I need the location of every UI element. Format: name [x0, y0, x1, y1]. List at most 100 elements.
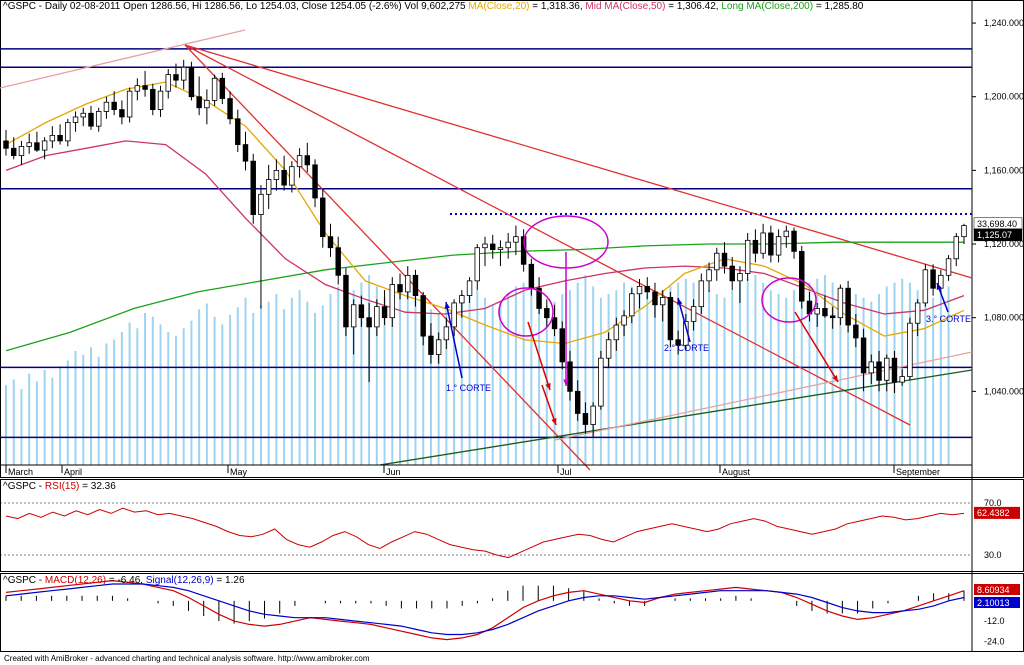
candle-body	[235, 118, 241, 145]
candle-body	[65, 122, 71, 142]
candle-body	[845, 287, 851, 326]
candle-body	[265, 179, 272, 195]
candle-body	[644, 285, 650, 293]
month-label: September	[896, 467, 940, 477]
candle-body	[327, 236, 334, 249]
macd-value: = -6.46,	[106, 575, 146, 586]
candle-body	[582, 413, 589, 425]
annotation-label: 2.° CORTE	[664, 343, 709, 353]
candle-body	[80, 112, 86, 118]
candle-body	[296, 155, 303, 168]
candle-body	[891, 357, 898, 383]
candle-body	[544, 308, 550, 319]
candle-body	[443, 326, 450, 341]
candle-body	[18, 146, 25, 157]
month-label: Jun	[386, 467, 401, 477]
candle-body	[304, 155, 311, 166]
month-label: August	[722, 467, 751, 477]
annotation-label: 1.° CORTE	[446, 383, 491, 393]
trend-line	[184, 44, 973, 279]
candle-body	[760, 232, 766, 254]
candle-body	[343, 274, 349, 328]
trend-line	[554, 351, 973, 441]
arrow-head	[832, 375, 838, 382]
ma200-label: Long MA(Close,200)	[721, 1, 814, 12]
ma20-value: = 1,318.36,	[529, 1, 583, 12]
candles	[3, 59, 967, 438]
candle-body	[258, 193, 264, 215]
candle-body	[111, 101, 117, 110]
candle-body	[675, 339, 681, 346]
candle-body	[142, 85, 148, 90]
candle-body	[752, 239, 759, 254]
candle-body	[814, 308, 820, 315]
price-tick-label: 1,200.000	[984, 92, 1024, 102]
candle-body	[41, 140, 48, 151]
candle-body	[389, 284, 396, 319]
month-label: April	[64, 467, 82, 477]
annotation-arrow	[541, 384, 557, 426]
macd-prefix: ^GSPC -	[3, 575, 45, 586]
candle-body	[945, 258, 952, 276]
signal-value-tag	[974, 597, 1020, 608]
candle-body	[737, 273, 743, 282]
candle-body	[659, 297, 666, 306]
candle-body	[119, 109, 125, 118]
candle-body	[598, 357, 604, 407]
candle-body	[775, 236, 782, 256]
candle-body	[783, 230, 790, 238]
candle-body	[482, 243, 488, 249]
candle-body	[211, 77, 218, 101]
candle-body	[930, 269, 936, 289]
rsi-panel: 30.0 70.062.4382	[0, 498, 1020, 560]
trend-line	[184, 44, 591, 471]
candle-body	[497, 247, 504, 250]
value-tag: 33,698.40	[973, 217, 1023, 231]
arrow-head	[677, 298, 683, 305]
value-tag: 1,125.07	[973, 228, 1023, 242]
candle-body	[613, 324, 620, 341]
price-tick-label: 1,160.000	[984, 165, 1024, 175]
month-label: March	[8, 467, 33, 477]
candle-body	[335, 247, 341, 276]
candle-body	[72, 116, 79, 123]
candle-body	[428, 335, 434, 355]
trend-line	[184, 44, 911, 426]
arrow-head	[545, 383, 551, 390]
candle-body	[474, 247, 480, 282]
candle-body	[860, 337, 867, 374]
rsi-value-tag	[974, 506, 1020, 519]
candle-body	[953, 236, 959, 260]
candle-body	[590, 405, 596, 425]
candle-body	[690, 306, 697, 322]
ellipse-highlight	[498, 287, 554, 337]
candle-body	[513, 236, 519, 243]
candle-body	[876, 361, 882, 381]
horizontal-levels	[0, 48, 972, 439]
candle-body	[165, 74, 171, 92]
candle-body	[451, 302, 457, 328]
candle-body	[173, 74, 179, 81]
candle-body	[914, 302, 921, 324]
candle-body	[289, 166, 295, 186]
value-tag-label: 33,698.40	[977, 219, 1017, 229]
candle-body	[459, 295, 465, 304]
candle-body	[721, 252, 728, 267]
candle-body	[281, 169, 287, 186]
candle-body	[49, 134, 56, 142]
ellipse-highlight	[761, 277, 817, 323]
rsi-prefix: ^GSPC -	[3, 481, 45, 492]
candle-body	[180, 66, 187, 81]
candle-body	[312, 164, 318, 199]
trend-line	[379, 369, 973, 466]
candle-body	[922, 269, 929, 304]
annotation-arrow	[677, 297, 691, 343]
candle-body	[899, 376, 905, 383]
signal-line	[5, 583, 965, 636]
ma50-value: = 1,306.42,	[665, 1, 719, 12]
candle-body	[196, 96, 202, 109]
candle-body	[706, 269, 712, 282]
candle-body	[667, 297, 674, 341]
rsi-tick-label: 30.0	[984, 550, 1002, 560]
